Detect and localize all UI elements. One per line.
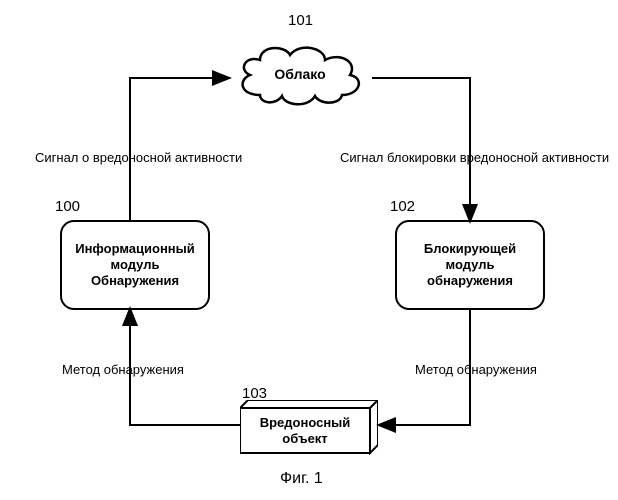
node-info-module-label: Информационный модуль Обнаружения: [75, 241, 195, 290]
ref-101: 101: [288, 12, 313, 29]
diagram-canvas: Облако Информационный модуль Обнаружения…: [0, 0, 618, 500]
node-cloud-label: Облако: [230, 66, 370, 82]
node-block-module: Блокирующей модуль обнаружения: [395, 220, 545, 310]
node-malicious-object: Вредоносный объект: [240, 400, 378, 455]
figure-caption: Фиг. 1: [280, 470, 323, 488]
edge-cloud-to-block: [372, 78, 470, 220]
edge-label-block-to-object: Метод обнаружения: [415, 362, 537, 377]
edge-label-cloud-to-block: Сигнал блокировки вредоносной активности: [340, 150, 609, 165]
ref-102: 102: [390, 198, 415, 215]
edge-label-object-to-info: Метод обнаружения: [62, 362, 184, 377]
edge-label-info-to-cloud: Сигнал о вредоносной активности: [35, 150, 242, 165]
ref-103: 103: [242, 385, 267, 402]
node-block-module-label: Блокирующей модуль обнаружения: [424, 241, 516, 290]
node-malicious-object-label: Вредоносный объект: [240, 408, 370, 453]
node-cloud: Облако: [230, 40, 370, 110]
ref-100: 100: [55, 198, 80, 215]
node-info-module: Информационный модуль Обнаружения: [60, 220, 210, 310]
edge-info-to-cloud: [130, 78, 228, 220]
